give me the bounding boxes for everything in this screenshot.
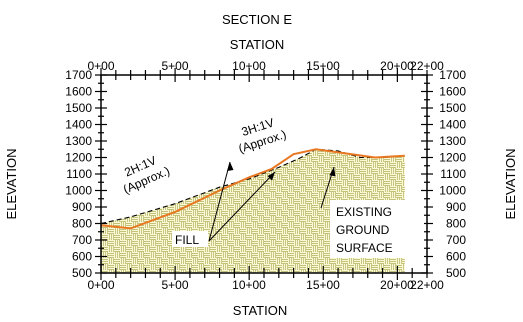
existing-label-box [330, 200, 424, 258]
fill-label-box [172, 231, 208, 247]
fill-label: FILL [175, 233, 199, 247]
y-tick-label: 1000 [439, 184, 466, 198]
x-tick-label: 15+00 [306, 59, 340, 73]
existing-label-line1: EXISTING [336, 205, 392, 219]
x-tick-label: 5+00 [161, 278, 188, 292]
x-tick-label: 10+00 [232, 278, 266, 292]
y-tick-label: 1400 [439, 118, 466, 132]
fill-arrow-head [227, 162, 234, 171]
y-tick-label: 800 [446, 217, 466, 231]
y-tick-label: 900 [72, 200, 92, 214]
y-tick-label: 600 [72, 250, 92, 264]
existing-label-line2: GROUND [336, 223, 390, 237]
section-title: SECTION E [222, 12, 292, 27]
y-tick-label: 1600 [65, 85, 92, 99]
y-tick-label: 500 [72, 266, 92, 280]
y-tick-label: 1700 [439, 68, 466, 82]
y-tick-label: 700 [72, 233, 92, 247]
y-tick-label: 1000 [65, 184, 92, 198]
y-tick-label: 600 [446, 250, 466, 264]
axis-ticks [95, 68, 433, 280]
y-tick-label: 900 [446, 200, 466, 214]
y-tick-label: 1600 [439, 85, 466, 99]
right-axis-label: ELEVATION [503, 148, 518, 219]
slope-right-annotation: 3H:1V (Approx.) [237, 115, 288, 155]
y-tick-label: 1300 [65, 134, 92, 148]
finished-grade-line [100, 148, 405, 230]
x-tick-label: 20+00 [380, 278, 414, 292]
fill-leader-line [208, 161, 231, 242]
y-tick-label: 700 [446, 233, 466, 247]
y-tick-label: 1500 [65, 101, 92, 115]
x-tick-label: 0+00 [87, 278, 114, 292]
x-tick-label: 10+00 [232, 59, 266, 73]
top-axis-label: STATION [230, 37, 284, 52]
x-tick-label: 22+00 [410, 59, 444, 73]
y-tick-labels-right: 1700 1600 1500 1400 1300 1200 1100 1000 … [439, 68, 466, 280]
slope-left-annotation: 2H:1V (Approx.) [121, 153, 172, 196]
fill-arrow-head [267, 172, 275, 181]
x-tick-label: 0+00 [87, 59, 114, 73]
y-tick-label: 500 [446, 266, 466, 280]
y-tick-labels-left: 1700 1600 1500 1400 1300 1200 1100 1000 … [65, 68, 92, 280]
left-axis-label: ELEVATION [4, 148, 19, 219]
y-tick-label: 1700 [65, 68, 92, 82]
fill-leader-line [208, 171, 276, 242]
y-tick-label: 1400 [65, 118, 92, 132]
y-tick-label: 1100 [66, 167, 92, 181]
x-tick-label: 20+00 [380, 59, 414, 73]
existing-arrow-head [329, 167, 336, 177]
y-tick-label: 1100 [440, 167, 466, 181]
x-tick-labels-top: 0+00 5+00 10+00 15+00 20+00 22+00 [87, 59, 444, 73]
y-tick-label: 800 [72, 217, 92, 231]
y-tick-label: 1300 [439, 134, 466, 148]
x-tick-label: 22+00 [410, 278, 444, 292]
y-tick-label: 1500 [439, 101, 466, 115]
x-tick-label: 15+00 [306, 278, 340, 292]
bottom-axis-label: STATION [233, 303, 287, 318]
x-tick-labels-bottom: 0+00 5+00 10+00 15+00 20+00 22+00 [87, 278, 444, 292]
y-tick-label: 1200 [65, 151, 92, 165]
existing-label-line3: SURFACE [336, 241, 393, 255]
y-tick-label: 1200 [439, 151, 466, 165]
x-tick-label: 5+00 [161, 59, 188, 73]
